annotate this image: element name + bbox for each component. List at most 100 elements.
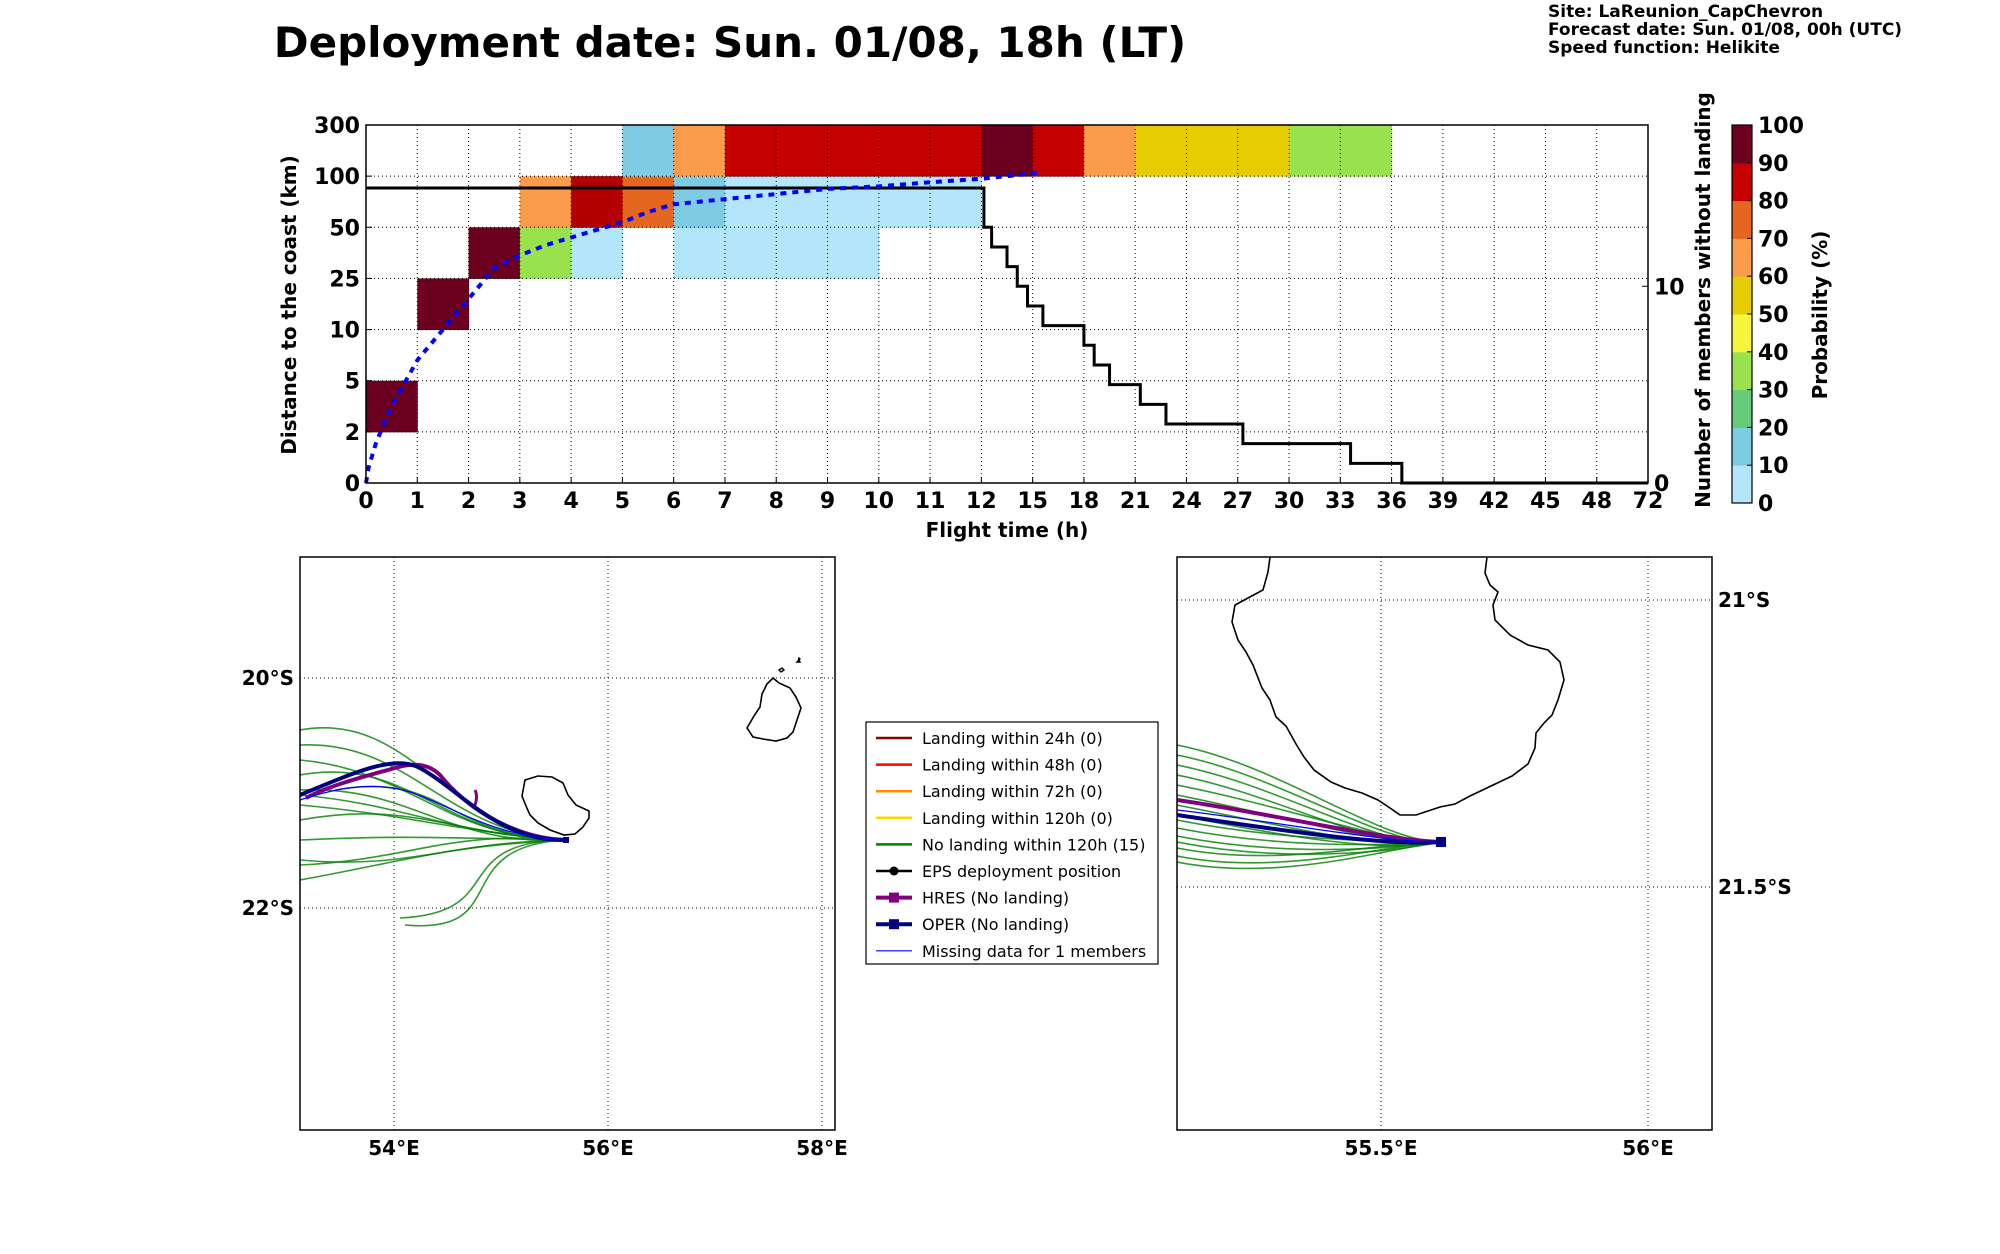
x-tick-label-12: 12 (966, 489, 997, 514)
y2-axis-label: Number of members without landing (1691, 92, 1715, 508)
legend-marker-7 (889, 919, 899, 930)
right-map-lat-label-0: 21°S (1718, 588, 1770, 612)
probability-heatmap: 0 1 2 3 4 5 6 7 8 9 10 11 12 15 18 21 24 27 30 33 36 39 42 45 48… (277, 92, 1715, 542)
heatmap-cell-17 (776, 125, 829, 177)
regional-map: 54°E 56°E 58°E 20°S 22°S (242, 556, 848, 1160)
y-tick-label-1: 2 (345, 421, 360, 446)
heatmap-cell-31 (1289, 125, 1341, 177)
chart-title: Deployment date: Sun. 01/08, 18h (LT) (274, 18, 1187, 67)
colorbar-tick-label-5: 50 (1758, 303, 1789, 328)
colorbar-tick-label-3: 30 (1758, 379, 1789, 404)
heatmap-cell-27 (1083, 125, 1136, 177)
reunion-island-outline (521, 775, 590, 836)
y2-tick-label-0: 0 (1654, 472, 1669, 497)
legend-label-4: No landing within 120h (15) (922, 835, 1145, 854)
left-map-member-track-7 (300, 836, 567, 841)
x-tick-label-6: 6 (666, 489, 681, 514)
heatmap-cell-20 (827, 125, 880, 177)
right-map-lon-label-1: 56°E (1622, 1136, 1674, 1160)
x-tick-label-11: 11 (915, 489, 946, 514)
x-tick-label-19: 33 (1325, 489, 1356, 514)
heatmap-cell-2 (468, 227, 521, 279)
heatmap-cell-30 (1237, 125, 1290, 177)
legend-label-8: Missing data for 1 members (922, 942, 1146, 961)
left-map-missing-track (300, 785, 567, 841)
y-tick-label-4: 25 (329, 267, 360, 292)
x-tick-label-15: 21 (1120, 489, 1151, 514)
heatmap-cell-23 (930, 176, 982, 228)
heatmap-cell-14 (724, 125, 777, 177)
x-tick-label-25: 72 (1633, 489, 1664, 514)
x-tick-label-14: 18 (1069, 489, 1100, 514)
colorbar-bin-5 (1732, 276, 1752, 315)
forecast-label: Forecast date: Sun. 01/08, 00h (UTC) (1548, 20, 1902, 40)
heatmap-cell-22 (878, 125, 931, 177)
mauritius-island-outline (746, 676, 802, 742)
legend-label-2: Landing within 72h (0) (922, 782, 1103, 801)
heatmap-cell-5 (571, 227, 623, 279)
heatmap-cell-12 (724, 227, 777, 279)
x-tick-label-21: 39 (1428, 489, 1459, 514)
colorbar: 0 10 20 30 40 50 60 70 80 90 100 Probability (%) (1731, 114, 1832, 517)
heatmap-frame (365, 124, 1649, 484)
x-tick-label-17: 27 (1222, 489, 1253, 514)
left-map-lon-label-2: 58°E (796, 1136, 848, 1160)
x-tick-label-22: 42 (1479, 489, 1510, 514)
colorbar-bin-9 (1732, 125, 1752, 164)
legend-frame (865, 721, 1159, 965)
right-map-member-track-14 (1177, 841, 1442, 870)
legend-label-1: Landing within 48h (0) (922, 756, 1103, 775)
colorbar-label: Probability (%) (1808, 231, 1832, 400)
heatmap-cell-1 (417, 278, 470, 331)
left-map-deployment-marker (563, 837, 569, 843)
zoom-map: 55.5°E 56°E 21°S 21.5°S (1176, 556, 1792, 1160)
x-tick-label-20: 36 (1376, 489, 1407, 514)
legend-marker-6 (889, 892, 899, 903)
left-map-member-track-14 (404, 839, 567, 927)
x-tick-label-2: 2 (461, 489, 476, 514)
y-tick-label-3: 10 (329, 319, 360, 344)
heatmap-cell-11 (673, 125, 726, 177)
right-map-hres-track (1177, 798, 1442, 844)
x-tick-label-10: 10 (863, 489, 894, 514)
heatmap-cell-16 (776, 176, 829, 228)
speed-label: Speed function: Helikite (1548, 38, 1780, 58)
heatmap-cell-28 (1135, 125, 1187, 177)
x-tick-label-9: 9 (820, 489, 835, 514)
right-map-member-track-1 (1177, 754, 1442, 843)
x-tick-label-7: 7 (717, 489, 732, 514)
small-island-outline (777, 656, 802, 673)
heatmap-cell-4 (519, 176, 572, 228)
right-map-oper-track (1177, 813, 1442, 845)
y-tick-label-0: 0 (345, 472, 360, 497)
heatmap-cell-6 (571, 176, 623, 228)
regional-map-frame (299, 556, 836, 1131)
colorbar-tick-label-6: 60 (1758, 265, 1789, 290)
y-tick-label-5: 50 (329, 216, 360, 241)
left-map-oper-track (300, 761, 567, 843)
left-map-member-track-9 (300, 839, 567, 881)
legend: Landing within 24h (0) Landing within 48h… (865, 721, 1159, 965)
colorbar-tick-label-2: 20 (1758, 416, 1789, 441)
x-tick-label-18: 30 (1274, 489, 1305, 514)
x-tick-label-16: 24 (1171, 489, 1202, 514)
colorbar-bin-7 (1732, 200, 1752, 239)
right-map-lon-label-0: 55.5°E (1344, 1136, 1417, 1160)
x-tick-label-8: 8 (769, 489, 784, 514)
zoom-map-frame (1176, 556, 1713, 1131)
x-tick-label-0: 0 (358, 489, 373, 514)
colorbar-tick-label-7: 70 (1758, 227, 1789, 252)
left-map-lon-label-1: 56°E (582, 1136, 634, 1160)
heatmap-cell-13 (724, 176, 777, 228)
right-map-deployment-marker (1436, 837, 1446, 847)
heatmap-cell-8 (622, 125, 675, 177)
y-tick-label-7: 300 (314, 114, 360, 139)
colorbar-tick-label-4: 40 (1758, 341, 1789, 366)
x-tick-label-13: 15 (1017, 489, 1048, 514)
members-without-landing-line (366, 186, 1648, 485)
heatmap-cell-15 (776, 227, 829, 279)
colorbar-bin-2 (1732, 389, 1752, 428)
left-map-lat-label-1: 22°S (242, 896, 294, 920)
heatmap-cell-29 (1186, 125, 1239, 177)
